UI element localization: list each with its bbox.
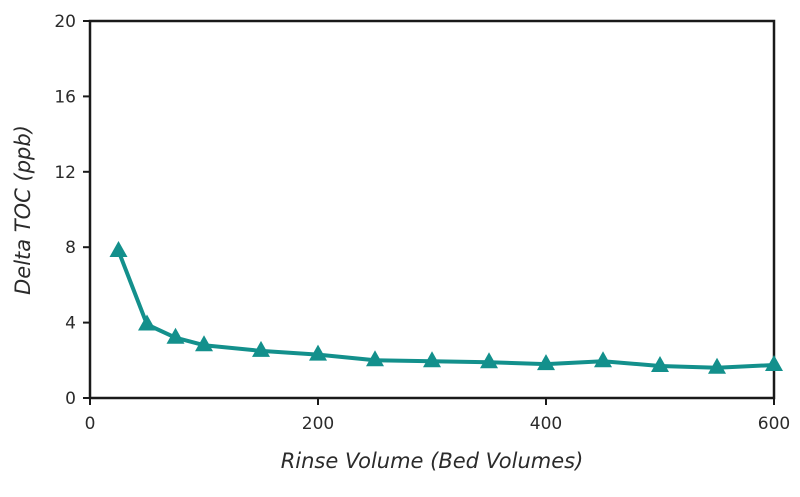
- data-point-450: [594, 351, 612, 368]
- y-tick-label-12: 12: [54, 163, 76, 183]
- series-line: [116, 249, 776, 370]
- axis-tick-labels: 0 200 400 600 0 4 8 12 16 20: [54, 12, 790, 434]
- y-tick-label-4: 4: [65, 314, 76, 334]
- x-tick-label-600: 600: [758, 414, 790, 434]
- y-tick-label-0: 0: [65, 389, 76, 409]
- data-point-250: [366, 350, 384, 367]
- data-point-75: [166, 327, 185, 344]
- data-point-550: [708, 357, 726, 374]
- axis-ticks: [83, 20, 775, 405]
- data-point-300: [423, 351, 441, 368]
- data-point-150: [252, 340, 270, 357]
- data-point-100: [195, 335, 213, 352]
- data-point-200: [309, 344, 327, 361]
- data-point-600: [765, 355, 783, 371]
- y-tick-label-20: 20: [54, 12, 76, 32]
- x-tick-label-200: 200: [302, 414, 334, 434]
- plot-area-frame: [88, 19, 776, 400]
- x-tick-label-400: 400: [530, 414, 562, 434]
- y-axis-title: Delta TOC (ppb): [11, 125, 35, 295]
- data-point-500: [651, 356, 669, 372]
- y-tick-label-8: 8: [65, 238, 76, 258]
- data-point-350: [480, 352, 498, 369]
- x-tick-label-0: 0: [85, 414, 96, 434]
- data-point-400: [537, 354, 555, 371]
- x-axis-title: Rinse Volume (Bed Volumes): [281, 449, 584, 473]
- series-markers: [109, 241, 783, 374]
- data-point-50: [138, 314, 156, 331]
- y-tick-label-16: 16: [54, 87, 76, 107]
- data-point-25: [109, 241, 128, 257]
